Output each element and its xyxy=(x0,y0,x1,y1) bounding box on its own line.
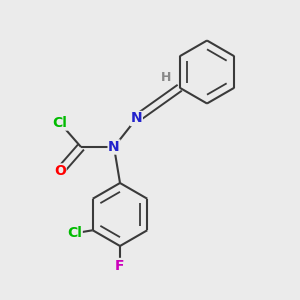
Text: Cl: Cl xyxy=(52,116,68,130)
Text: N: N xyxy=(131,112,142,125)
Text: N: N xyxy=(108,140,120,154)
Text: H: H xyxy=(161,71,171,84)
Text: O: O xyxy=(54,164,66,178)
Text: F: F xyxy=(115,259,125,272)
Text: Cl: Cl xyxy=(67,226,82,240)
